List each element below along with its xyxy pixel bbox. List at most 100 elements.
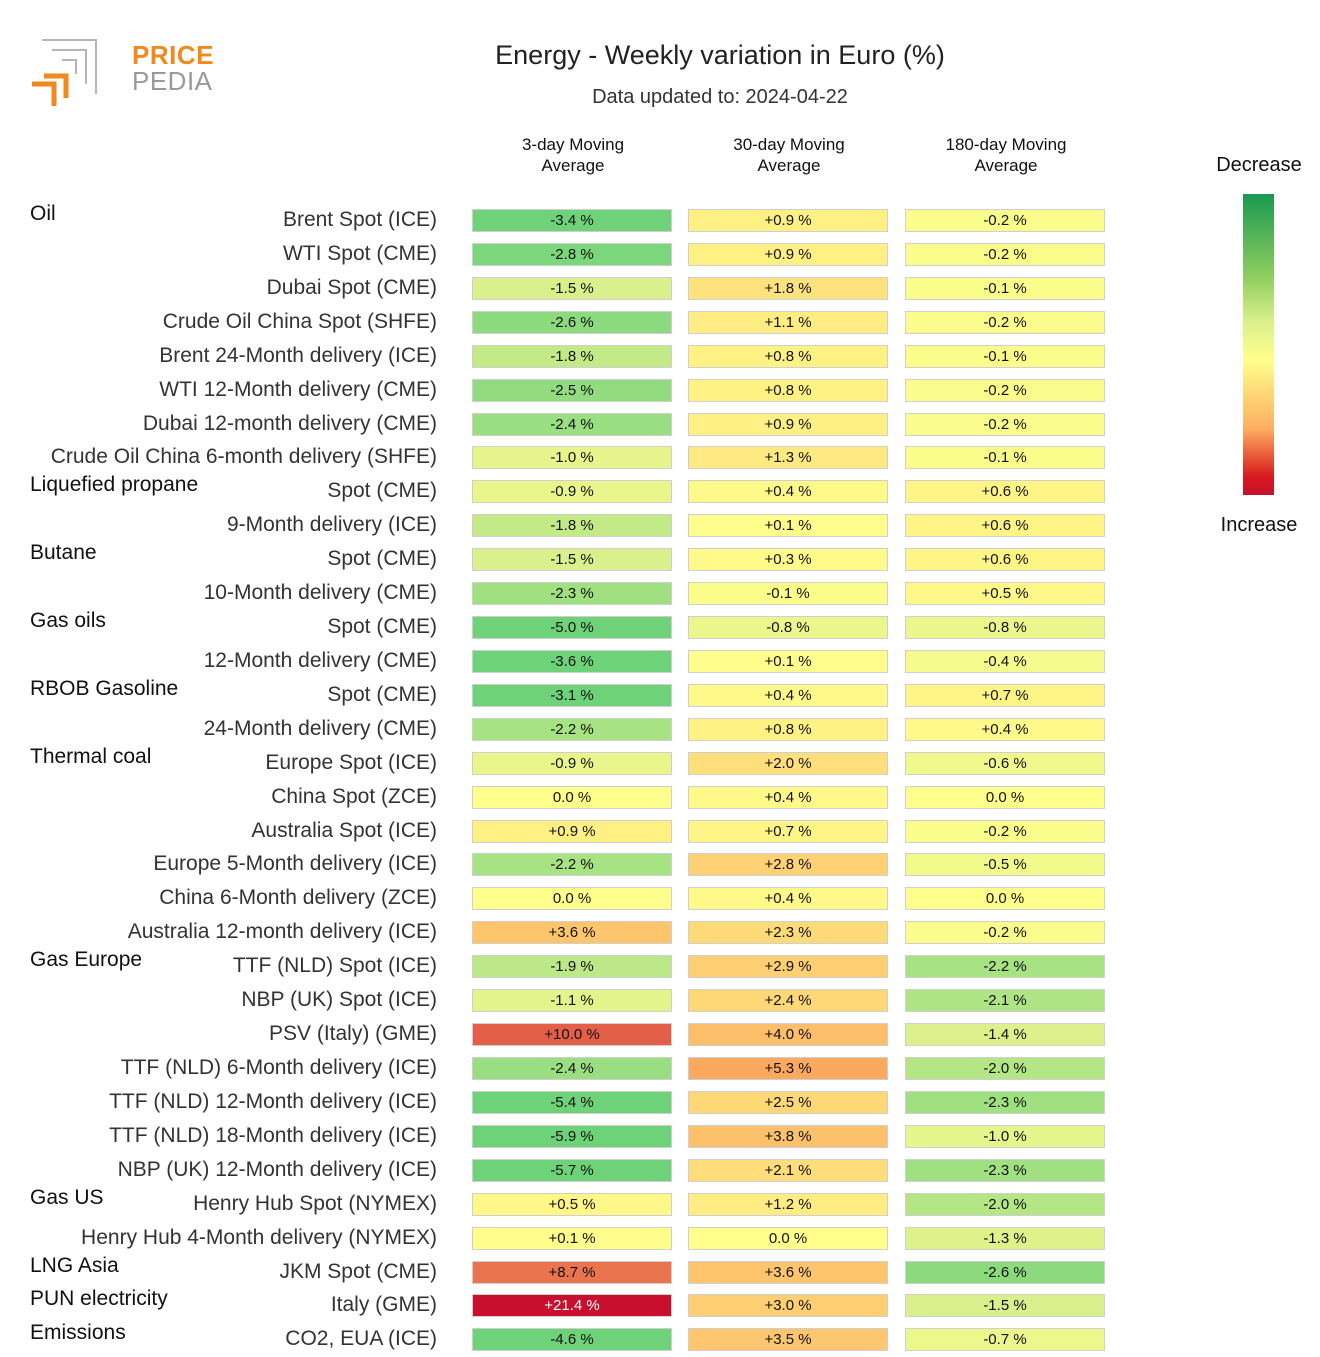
row-label: TTF (NLD) 6-Month delivery (ICE) <box>120 1056 437 1079</box>
heatmap-cell: -1.5 % <box>472 548 672 572</box>
heatmap-cell: -0.5 % <box>905 853 1105 877</box>
heatmap-cell: +0.1 % <box>472 1226 672 1250</box>
heatmap-cell: -0.1 % <box>905 344 1105 368</box>
heatmap-cell: -1.9 % <box>472 955 672 979</box>
heatmap-cell: -3.6 % <box>472 649 672 673</box>
row-label: JKM Spot (CME) <box>279 1259 437 1283</box>
heatmap-cell: -0.2 % <box>905 819 1105 843</box>
heatmap-cell: -2.0 % <box>905 1192 1105 1216</box>
heatmap-cell: -0.8 % <box>688 616 888 640</box>
legend-increase-label: Increase <box>1220 514 1298 536</box>
heatmap-cell: -1.0 % <box>905 1124 1105 1148</box>
heatmap-cell: -0.2 % <box>905 242 1105 266</box>
chart-title: Energy - Weekly variation in Euro (%) <box>495 40 945 70</box>
heatmap-cell: -1.3 % <box>905 1226 1105 1250</box>
heatmap-cell: +2.0 % <box>688 751 888 775</box>
heatmap-cell: +0.9 % <box>472 819 672 843</box>
heatmap-cell: -2.1 % <box>905 989 1105 1013</box>
heatmap-cell: -2.6 % <box>905 1260 1105 1284</box>
heatmap-cell: +0.4 % <box>688 887 888 911</box>
heatmap-cell: 0.0 % <box>472 887 672 911</box>
heatmap-cell: -2.2 % <box>472 717 672 741</box>
heatmap-cell: +5.3 % <box>688 1057 888 1080</box>
heatmap-cell: +0.8 % <box>688 344 888 368</box>
heatmap-cell: +1.1 % <box>688 310 888 334</box>
heatmap-cell: -0.9 % <box>472 480 672 504</box>
logo-mark-icon <box>32 39 97 106</box>
row-label: NBP (UK) 12-Month delivery (ICE) <box>117 1157 437 1181</box>
heatmap-cell: -2.2 % <box>905 955 1105 979</box>
column-header-line: Average <box>541 156 605 175</box>
heatmap-cell: -0.1 % <box>905 276 1105 300</box>
heatmap-cell: +2.4 % <box>688 989 888 1013</box>
row-label: Crude Oil China 6-month delivery (SHFE) <box>50 445 437 469</box>
row-label: Henry Hub 4-Month delivery (NYMEX) <box>81 1225 437 1249</box>
chart-subtitle: Data updated to: 2024-04-22 <box>592 86 848 108</box>
heatmap-cell: +0.4 % <box>688 480 888 504</box>
row-label: Brent 24-Month delivery (ICE) <box>159 343 437 367</box>
heatmap-cell: -1.4 % <box>905 1023 1105 1047</box>
heatmap-cell: -1.8 % <box>472 344 672 368</box>
heatmap-cell: +4.0 % <box>688 1023 888 1047</box>
group-label: Oil <box>30 202 56 225</box>
heatmap-cell: +10.0 % <box>472 1023 672 1047</box>
logo-word-pedia: PEDIA <box>132 66 213 96</box>
heatmap-cell: +3.8 % <box>688 1124 888 1148</box>
heatmap-cell: -1.5 % <box>905 1294 1105 1318</box>
column-header-30day: 30-day Moving Average <box>688 134 890 176</box>
row-label: Dubai Spot (CME) <box>266 275 437 299</box>
heatmap-cell: -0.2 % <box>905 921 1105 945</box>
heatmap-cell: -0.2 % <box>905 310 1105 334</box>
row-label: TTF (NLD) 12-Month delivery (ICE) <box>109 1089 437 1113</box>
heatmap-cell: +1.3 % <box>688 446 888 470</box>
row-label: Europe Spot (ICE) <box>265 750 437 774</box>
column-header-3day: 3-day Moving Average <box>472 134 674 176</box>
heatmap-cell: 0.0 % <box>472 785 672 809</box>
heatmap-cell: +3.5 % <box>688 1328 888 1352</box>
heatmap-cell: -2.3 % <box>905 1090 1105 1114</box>
heatmap-cell: +3.6 % <box>472 921 672 945</box>
heatmap-cell: +0.7 % <box>905 683 1105 707</box>
heatmap-cell: +2.5 % <box>688 1090 888 1114</box>
column-header-line: Average <box>974 156 1038 175</box>
row-label: TTF (NLD) Spot (ICE) <box>232 954 437 978</box>
group-label: LNG Asia <box>30 1253 119 1277</box>
row-label: 10-Month delivery (CME) <box>203 581 437 605</box>
column-header-line: Average <box>757 156 821 175</box>
row-label: 24-Month delivery (CME) <box>203 716 437 740</box>
row-label: PSV (Italy) (GME) <box>268 1022 437 1046</box>
row-label: Henry Hub Spot (NYMEX) <box>193 1191 437 1215</box>
heatmap-cell: +0.6 % <box>905 514 1105 538</box>
heatmap-cell: 0.0 % <box>905 887 1105 911</box>
legend-decrease-label: Decrease <box>1216 154 1302 176</box>
row-label: Australia Spot (ICE) <box>251 818 437 842</box>
heatmap-cell: -0.1 % <box>688 582 888 606</box>
heatmap-cell: -1.1 % <box>472 989 672 1013</box>
pricepedia-logo: PRICE PEDIA <box>30 38 213 110</box>
group-label: PUN electricity <box>30 1287 168 1311</box>
row-label: TTF (NLD) 18-Month delivery (ICE) <box>109 1123 437 1147</box>
row-label: Spot (CME) <box>327 615 437 639</box>
legend-color-scale <box>1243 194 1274 495</box>
heatmap-cell: +0.4 % <box>905 717 1105 741</box>
heatmap-cell: -2.4 % <box>472 1057 672 1080</box>
heatmap-cell: -4.6 % <box>472 1328 672 1352</box>
heatmap-cell: +8.7 % <box>472 1260 672 1284</box>
row-label: WTI Spot (CME) <box>282 241 437 265</box>
heatmap-cell: +0.5 % <box>472 1192 672 1216</box>
heatmap-cell: -3.4 % <box>472 209 672 232</box>
column-header-line: 180-day Moving <box>945 135 1067 154</box>
heatmap-cell: -2.5 % <box>472 378 672 402</box>
row-label: 12-Month delivery (CME) <box>203 648 437 672</box>
heatmap-cell: -5.7 % <box>472 1158 672 1182</box>
heatmap-cell: -2.0 % <box>905 1057 1105 1080</box>
heatmap-cell: -0.2 % <box>905 209 1105 232</box>
heatmap-cell: +0.3 % <box>688 548 888 572</box>
group-label: Emissions <box>30 1321 126 1345</box>
heatmap-cell: +21.4 % <box>472 1294 672 1318</box>
heatmap-cell: +2.9 % <box>688 955 888 979</box>
row-label: China Spot (ZCE) <box>271 784 437 808</box>
row-label: 9-Month delivery (ICE) <box>226 513 437 537</box>
column-header-line: 3-day Moving <box>521 135 625 154</box>
heatmap-cell: +0.5 % <box>905 582 1105 606</box>
